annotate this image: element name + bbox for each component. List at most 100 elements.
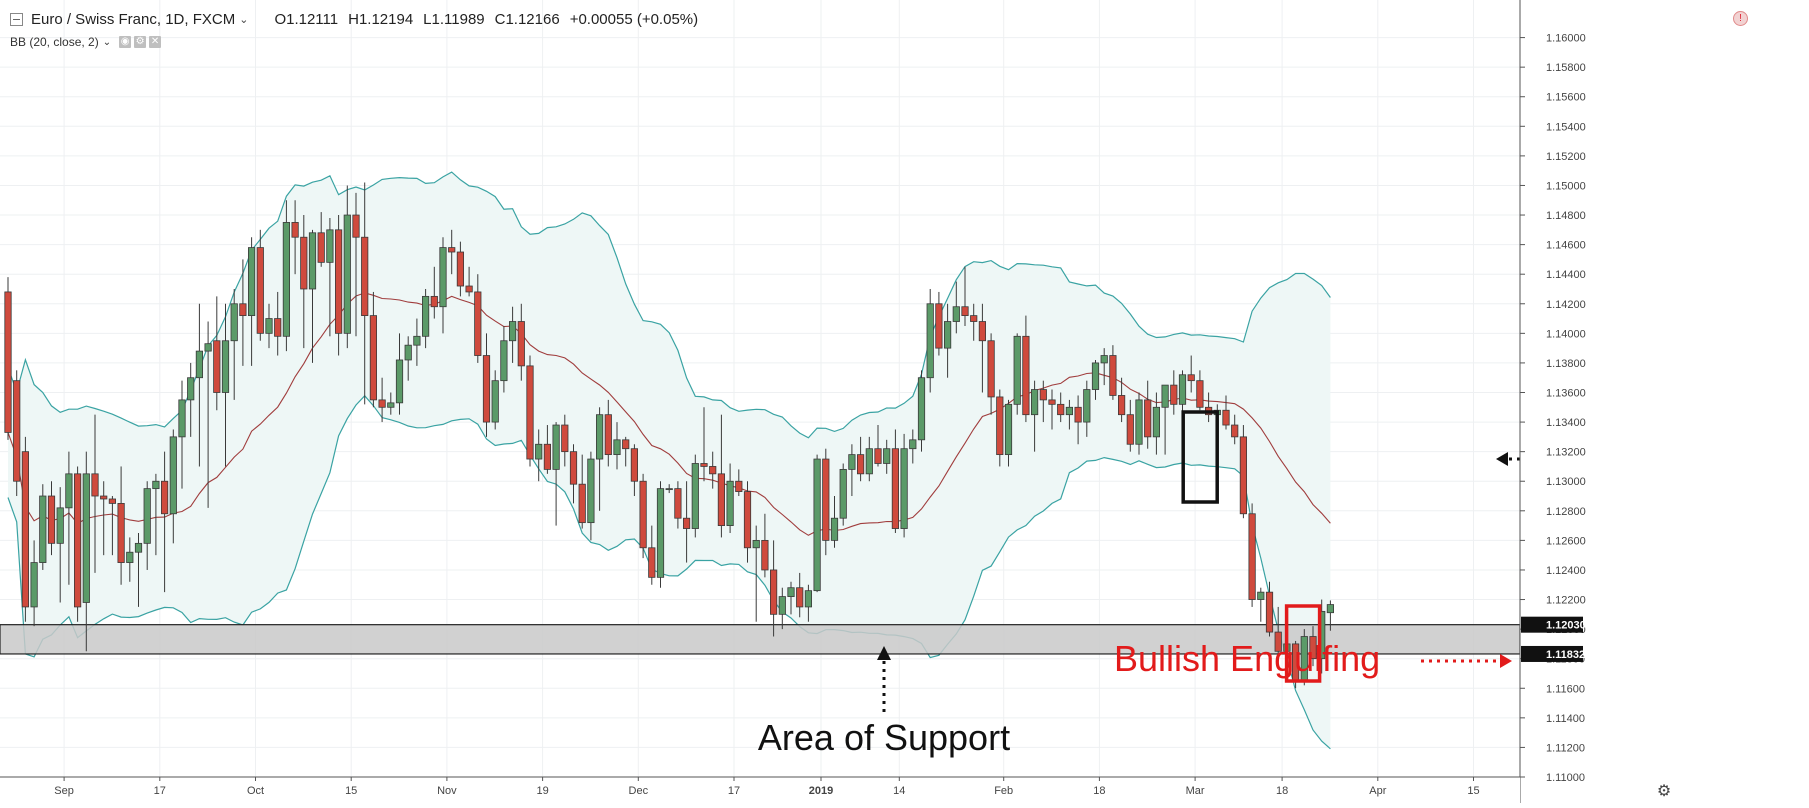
- candle-body[interactable]: [1091, 362, 1100, 390]
- candle-body[interactable]: [1239, 436, 1247, 515]
- candle-body[interactable]: [82, 473, 90, 603]
- candle-body[interactable]: [1231, 424, 1239, 438]
- candle-body[interactable]: [569, 451, 578, 485]
- candle-body[interactable]: [439, 247, 447, 308]
- candle-body[interactable]: [726, 480, 734, 526]
- candle-body[interactable]: [691, 463, 699, 529]
- candle-body[interactable]: [874, 448, 882, 464]
- candle-body[interactable]: [970, 315, 978, 322]
- candle-body[interactable]: [543, 443, 552, 470]
- candle-body[interactable]: [1274, 631, 1282, 652]
- candle-body[interactable]: [265, 318, 273, 334]
- candle-body[interactable]: [778, 596, 786, 615]
- candle-body[interactable]: [126, 551, 134, 563]
- candle-body[interactable]: [1118, 395, 1126, 416]
- candle-body[interactable]: [395, 359, 404, 404]
- candle-body[interactable]: [700, 463, 708, 467]
- candle-body[interactable]: [978, 321, 987, 342]
- candle-body[interactable]: [535, 443, 543, 460]
- candle-body[interactable]: [596, 414, 604, 460]
- candle-body[interactable]: [1004, 403, 1013, 456]
- candle-body[interactable]: [683, 517, 691, 529]
- candle-body[interactable]: [717, 473, 726, 526]
- candle-body[interactable]: [909, 439, 917, 450]
- time-axis[interactable]: [0, 777, 1520, 803]
- close-icon[interactable]: ✕: [149, 36, 162, 48]
- candle-body[interactable]: [1074, 406, 1082, 423]
- candle-body[interactable]: [65, 473, 73, 509]
- candle-body[interactable]: [491, 380, 499, 423]
- candle-body[interactable]: [796, 587, 804, 608]
- candle-body[interactable]: [39, 495, 47, 563]
- candle-body[interactable]: [813, 458, 821, 592]
- candle-body[interactable]: [456, 251, 465, 287]
- candle-body[interactable]: [291, 222, 299, 238]
- candle-body[interactable]: [334, 229, 343, 334]
- candle-body[interactable]: [622, 439, 630, 450]
- candle-body[interactable]: [352, 214, 360, 238]
- candle-body[interactable]: [308, 232, 317, 290]
- candle-body[interactable]: [761, 539, 769, 571]
- candle-body[interactable]: [1022, 335, 1030, 416]
- candle-body[interactable]: [883, 448, 891, 464]
- candle-body[interactable]: [56, 507, 64, 544]
- candle-body[interactable]: [100, 495, 108, 500]
- candle-body[interactable]: [195, 350, 203, 379]
- candle-body[interactable]: [709, 466, 717, 475]
- candle-body[interactable]: [656, 488, 665, 578]
- candle-body[interactable]: [134, 542, 143, 553]
- candle-body[interactable]: [1135, 399, 1143, 445]
- indicator-label[interactable]: BB (20, close, 2): [10, 35, 99, 49]
- candle-body[interactable]: [169, 436, 177, 515]
- candle-body[interactable]: [926, 303, 934, 379]
- candle-body[interactable]: [1257, 591, 1265, 600]
- symbol-label[interactable]: Euro / Swiss Franc, 1D, FXCM: [31, 10, 236, 28]
- candle-body[interactable]: [413, 335, 421, 346]
- candle-body[interactable]: [47, 495, 56, 544]
- candle-body[interactable]: [1265, 591, 1274, 633]
- candle-body[interactable]: [1039, 389, 1047, 401]
- candle-body[interactable]: [91, 473, 99, 497]
- candle-body[interactable]: [117, 503, 125, 563]
- candle-body[interactable]: [404, 344, 412, 361]
- candle-body[interactable]: [1326, 604, 1334, 614]
- candle-body[interactable]: [752, 539, 760, 549]
- candle-body[interactable]: [1031, 389, 1039, 416]
- candle-body[interactable]: [247, 247, 256, 316]
- candle-body[interactable]: [500, 340, 508, 382]
- candle-body[interactable]: [1013, 335, 1021, 405]
- candle-body[interactable]: [1065, 406, 1073, 416]
- candle-body[interactable]: [508, 321, 517, 342]
- candle-body[interactable]: [917, 377, 926, 441]
- candle-body[interactable]: [1057, 403, 1065, 416]
- candle-body[interactable]: [1144, 399, 1152, 438]
- price-axis[interactable]: [1520, 0, 1809, 803]
- candle-body[interactable]: [108, 498, 116, 504]
- candle-body[interactable]: [770, 569, 778, 615]
- candle-body[interactable]: [421, 295, 430, 337]
- candle-body[interactable]: [952, 306, 960, 322]
- candle-body[interactable]: [526, 365, 534, 460]
- candle-body[interactable]: [204, 343, 212, 352]
- candle-body[interactable]: [387, 402, 395, 408]
- candle-body[interactable]: [1109, 355, 1117, 396]
- candle-body[interactable]: [21, 451, 30, 608]
- candle-body[interactable]: [613, 439, 621, 456]
- candle-body[interactable]: [1126, 414, 1134, 445]
- candle-body[interactable]: [804, 590, 813, 608]
- candle-body[interactable]: [891, 448, 900, 529]
- candle-body[interactable]: [221, 340, 230, 393]
- candle-body[interactable]: [935, 303, 943, 349]
- candle-body[interactable]: [604, 414, 612, 456]
- candle-body[interactable]: [1248, 513, 1256, 600]
- candle-body[interactable]: [848, 454, 856, 470]
- collapse-icon[interactable]: [10, 12, 23, 26]
- candle-body[interactable]: [552, 424, 560, 470]
- candle-body[interactable]: [1170, 384, 1178, 405]
- candle-body[interactable]: [430, 295, 438, 308]
- candle-body[interactable]: [822, 458, 830, 541]
- chevron-down-icon[interactable]: ⌄: [102, 36, 112, 48]
- candle-body[interactable]: [961, 306, 969, 317]
- candle-body[interactable]: [900, 448, 908, 529]
